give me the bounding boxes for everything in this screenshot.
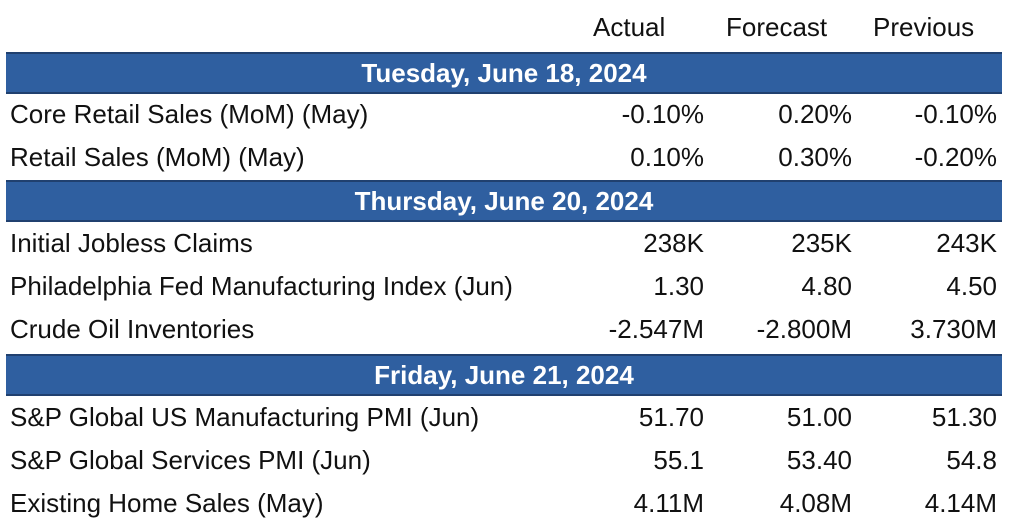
actual-value: 238K <box>643 228 704 258</box>
table-row: Initial Jobless Claims 238K 235K 243K <box>0 222 1024 265</box>
table-row: Crude Oil Inventories -2.547M -2.800M 3.… <box>0 308 1024 351</box>
previous-value: 51.30 <box>931 402 997 432</box>
indicator-name: Crude Oil Inventories <box>10 314 255 344</box>
indicator-name: Retail Sales (MoM) (May) <box>10 142 305 172</box>
table-row: Existing Home Sales (May) 4.11M 4.08M 4.… <box>0 482 1024 525</box>
table-row: S&P Global US Manufacturing PMI (Jun) 51… <box>0 396 1024 439</box>
actual-value: 55.1 <box>653 445 704 475</box>
previous-value: 243K <box>936 228 997 258</box>
previous-value: 4.50 <box>946 271 997 301</box>
section-date-band: Friday, June 21, 2024 <box>6 354 1002 396</box>
actual-value: 1.30 <box>653 271 704 301</box>
forecast-value: 51.00 <box>786 402 852 432</box>
actual-value: -2.547M <box>608 314 704 344</box>
indicator-name: S&P Global Services PMI (Jun) <box>10 445 371 475</box>
section-date-band: Tuesday, June 18, 2024 <box>6 52 1002 94</box>
indicator-name: Existing Home Sales (May) <box>10 488 324 518</box>
column-header-row: Actual Forecast Previous <box>0 0 1024 50</box>
forecast-value: 0.20% <box>778 99 852 129</box>
column-header-actual: Actual <box>593 12 666 42</box>
forecast-value: 0.30% <box>778 142 852 172</box>
column-header-previous: Previous <box>873 12 975 42</box>
previous-value: -0.10% <box>914 99 997 129</box>
indicator-name: Core Retail Sales (MoM) (May) <box>10 99 369 129</box>
table-row: Core Retail Sales (MoM) (May) -0.10% 0.2… <box>0 93 1024 136</box>
previous-value: 4.14M <box>924 488 997 518</box>
indicator-name: Philadelphia Fed Manufacturing Index (Ju… <box>10 271 513 301</box>
table-row: Retail Sales (MoM) (May) 0.10% 0.30% -0.… <box>0 136 1024 179</box>
forecast-value: -2.800M <box>756 314 852 344</box>
indicator-name: S&P Global US Manufacturing PMI (Jun) <box>10 402 480 432</box>
actual-value: 51.70 <box>638 402 704 432</box>
table-row: S&P Global Services PMI (Jun) 55.1 53.40… <box>0 439 1024 482</box>
forecast-value: 4.80 <box>801 271 852 301</box>
forecast-value: 4.08M <box>779 488 852 518</box>
indicator-name: Initial Jobless Claims <box>10 228 253 258</box>
actual-value: 4.11M <box>633 488 704 518</box>
actual-value: 0.10% <box>630 142 704 172</box>
section-date-band: Thursday, June 20, 2024 <box>6 180 1002 222</box>
table-row: Philadelphia Fed Manufacturing Index (Ju… <box>0 265 1024 308</box>
forecast-value: 235K <box>791 228 852 258</box>
actual-value: -0.10% <box>621 99 704 129</box>
previous-value: 54.8 <box>946 445 997 475</box>
previous-value: 3.730M <box>910 314 997 344</box>
forecast-value: 53.40 <box>786 445 852 475</box>
column-header-forecast: Forecast <box>726 12 828 42</box>
previous-value: -0.20% <box>914 142 997 172</box>
